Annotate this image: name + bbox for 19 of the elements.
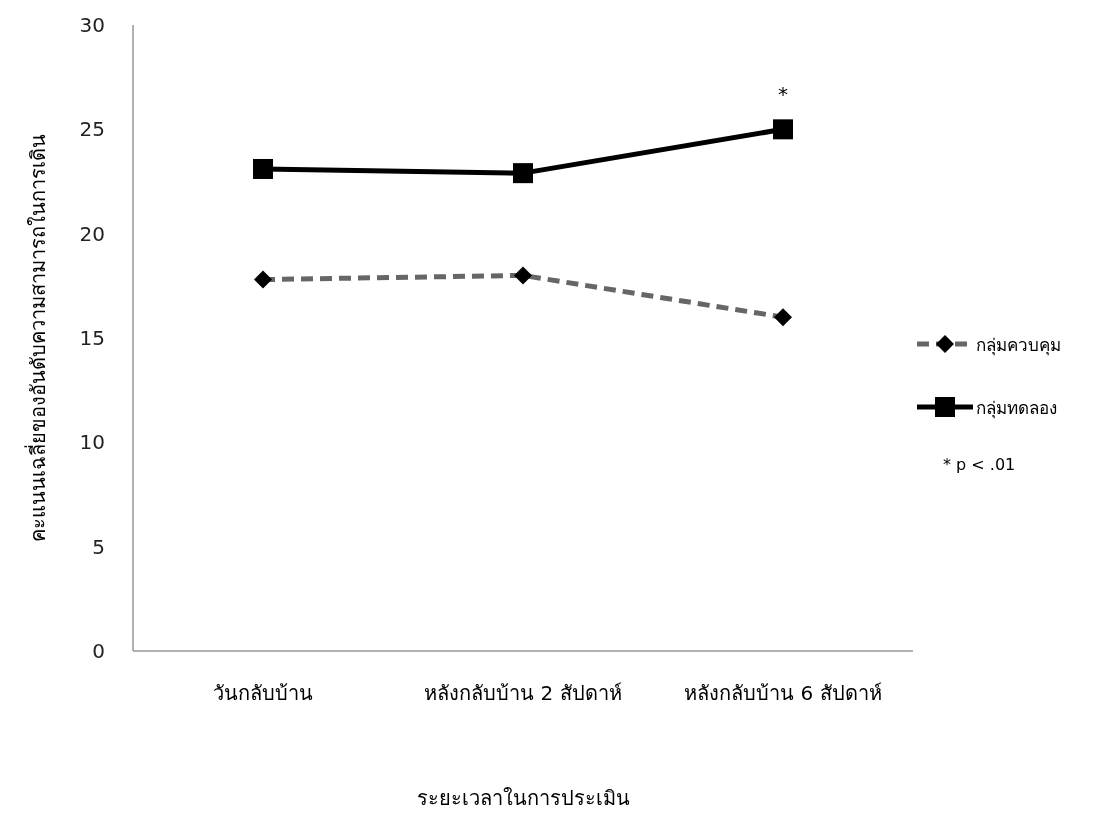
legend-label: กลุ่มทดลอง [976,398,1057,419]
x-tick-label: หลังกลับบ้าน 6 สัปดาห์ [684,681,882,705]
x-tick-label: หลังกลับบ้าน 2 สัปดาห์ [424,681,622,705]
point [253,158,273,179]
y-tick-label: 25 [79,117,105,142]
y-tick-label: 20 [79,221,105,246]
x-tick-label: วันกลับบ้าน [213,681,313,705]
y-axis-title: คะแนนเฉลี่ยของอันดับความสามารถในการเดิน [24,134,50,542]
legend-label: กลุ่มควบคุม [976,335,1061,356]
y-tick-label: 15 [79,326,105,350]
text: * p < .01 [943,455,1016,474]
point [773,119,793,140]
y-tick-label: 10 [79,430,105,455]
y-tick-label: 0 [92,639,105,663]
x-axis-title: ระยะเวลาในการประเมิน [416,786,630,810]
annotation: * [778,82,788,107]
point [513,163,533,184]
y-tick-label: 30 [79,13,105,37]
y-tick-label: 5 [92,534,105,559]
